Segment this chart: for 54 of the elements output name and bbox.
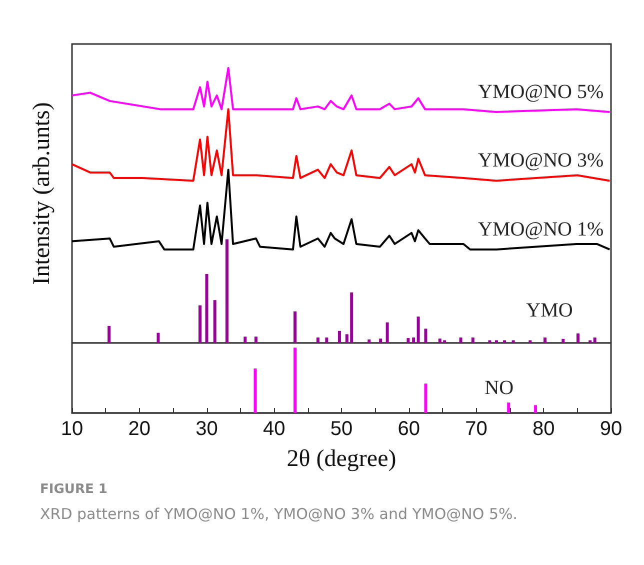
bar xyxy=(576,333,580,343)
bar xyxy=(593,338,596,343)
x-tick-label: 20 xyxy=(128,418,150,440)
bar xyxy=(412,338,416,343)
series-label: YMO@NO 3% xyxy=(478,150,604,172)
bar xyxy=(459,338,462,343)
bar xyxy=(562,338,565,343)
bar xyxy=(507,402,510,413)
bar xyxy=(316,338,320,343)
bar xyxy=(368,339,371,343)
bar xyxy=(406,338,410,343)
caption: FIGURE 1 xyxy=(40,481,108,499)
bar xyxy=(244,336,247,343)
bar xyxy=(386,322,389,343)
series-label: YMO@NO 1% xyxy=(478,218,604,240)
bar xyxy=(198,305,202,343)
series-label: YMO@NO 5% xyxy=(478,80,604,103)
bar xyxy=(424,328,428,343)
bar xyxy=(534,405,538,413)
bar xyxy=(338,330,341,343)
bar xyxy=(416,316,420,343)
x-tick-label: 60 xyxy=(398,418,420,440)
bar xyxy=(471,338,474,343)
bar xyxy=(424,384,428,413)
x-tick-label: 80 xyxy=(532,418,555,440)
bar xyxy=(225,239,228,343)
bar xyxy=(588,340,592,343)
x-tick-label: 40 xyxy=(263,418,286,440)
x-tick-label: 10 xyxy=(60,418,84,440)
bar xyxy=(503,340,506,343)
bar xyxy=(379,338,382,343)
bar xyxy=(254,336,258,343)
bar xyxy=(512,340,515,343)
x-tick-label: 90 xyxy=(600,418,622,440)
text: XRD patterns of YMO@NO 1%, YMO@NO 3% and YMO@NO 5%. xyxy=(40,504,518,525)
bar xyxy=(528,340,532,343)
x-tick-label: 30 xyxy=(196,418,218,440)
series-label: YMO xyxy=(526,300,573,322)
bar xyxy=(294,311,297,343)
bar xyxy=(494,340,498,343)
bar xyxy=(254,368,257,413)
series-label: NO xyxy=(484,377,514,400)
bar xyxy=(156,332,160,343)
x-tick-label: 50 xyxy=(330,418,353,440)
bar xyxy=(488,340,492,343)
bar xyxy=(108,326,111,343)
bar xyxy=(205,274,208,343)
x-axis-title: 2θ (degree) xyxy=(286,446,396,472)
bar xyxy=(294,348,297,413)
bar xyxy=(325,338,328,343)
bar xyxy=(213,300,216,343)
bar xyxy=(543,338,546,343)
y-axis-title: Intensity (arb.unts) xyxy=(29,102,55,285)
x-tick-label: 70 xyxy=(465,418,488,440)
